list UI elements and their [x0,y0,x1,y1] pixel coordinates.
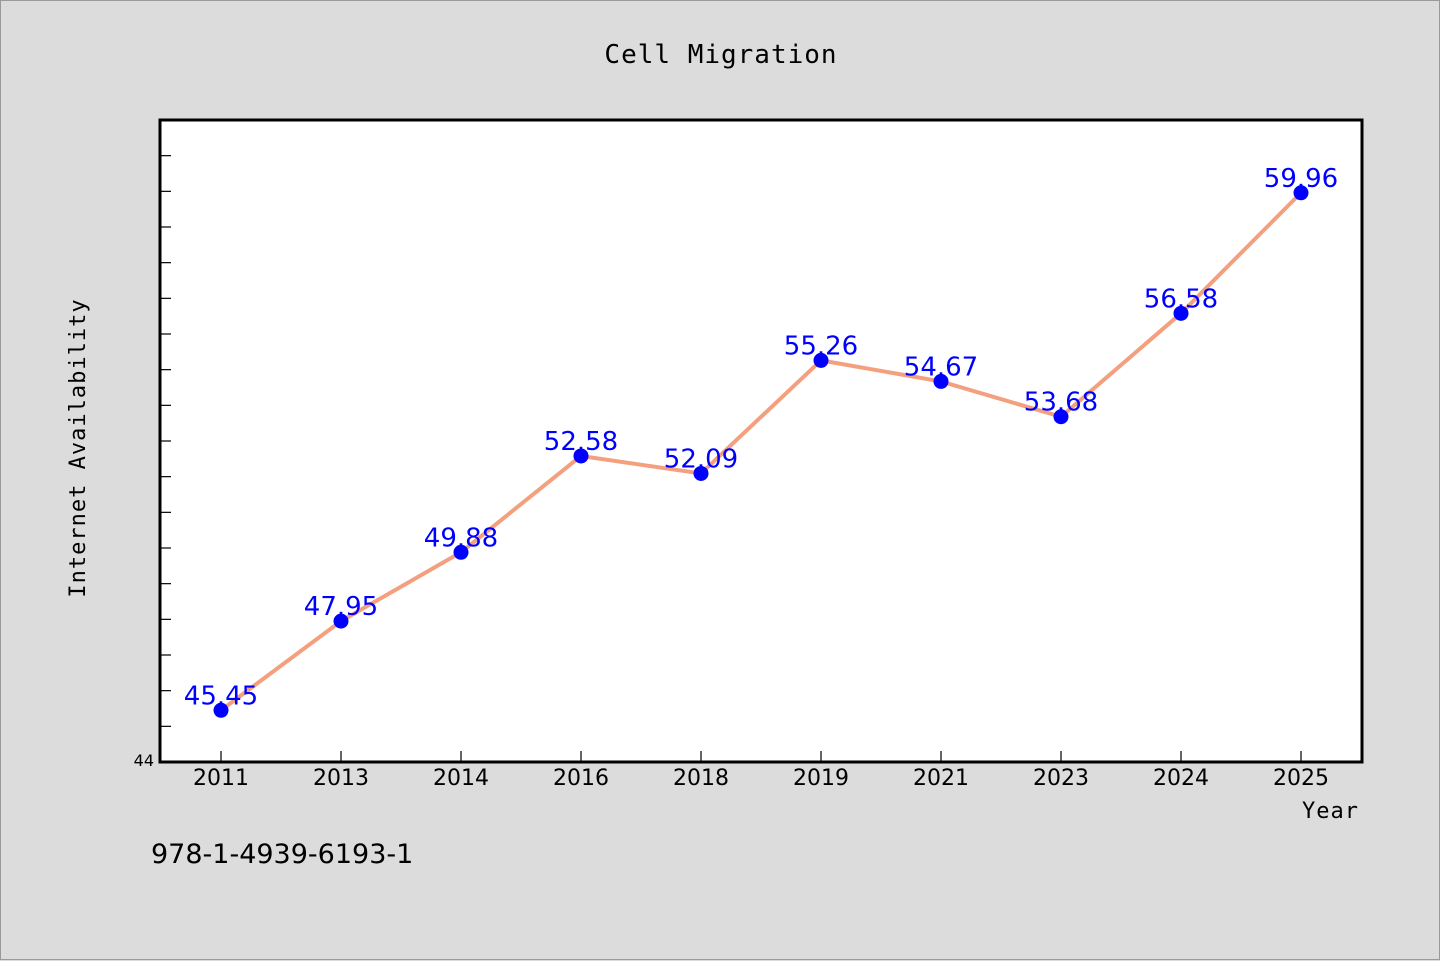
data-point [1053,409,1069,425]
data-point [933,373,949,389]
x-tick-label: 2025 [1273,766,1329,791]
data-label: 56.58 [1144,284,1218,314]
chart-title: Cell Migration [604,40,837,70]
data-point [813,352,829,368]
y-axis-ticks: 44 [134,155,171,770]
x-tick-label: 2019 [793,766,849,791]
x-tick-label: 2018 [673,766,729,791]
x-axis-ticks: 2011 2013 2014 2016 2018 2019 2021 2023 2024 2025 [193,751,1329,791]
data-label: 53.68 [1024,388,1098,418]
plot-area [158,118,1364,764]
data-label: 45.45 [184,681,258,711]
data-point [1293,185,1309,201]
x-tick-label: 2014 [433,766,489,791]
x-tick-label: 2016 [553,766,609,791]
series-line [219,190,1303,713]
x-axis-label: Year [1302,799,1359,824]
data-label: 47.95 [304,592,378,622]
data-label: 52.09 [664,444,738,474]
x-tick-label: 2013 [313,766,369,791]
data-label: 59.96 [1264,164,1338,194]
x-tick-label: 2021 [913,766,969,791]
data-point [213,702,229,718]
y-tick-label: 44 [134,751,154,770]
x-tick-label: 2024 [1153,766,1209,791]
data-point [573,448,589,464]
footer-code: 978-1-4939-6193-1 [151,839,413,870]
data-label: 52.58 [544,427,618,457]
data-point [693,465,709,481]
series-group: 45.45 47.95 49.88 52.58 52.09 55.26 54.67 53.68… [184,164,1338,718]
data-label: 49.88 [424,523,498,553]
y-axis-label: Internet Availability [66,298,91,597]
data-label: 55.26 [784,331,858,361]
data-point [1173,305,1189,321]
data-label: 54.67 [904,352,978,382]
x-tick-label: 2023 [1033,766,1089,791]
data-point [453,544,469,560]
x-tick-label: 2011 [193,766,249,791]
data-point [333,613,349,629]
